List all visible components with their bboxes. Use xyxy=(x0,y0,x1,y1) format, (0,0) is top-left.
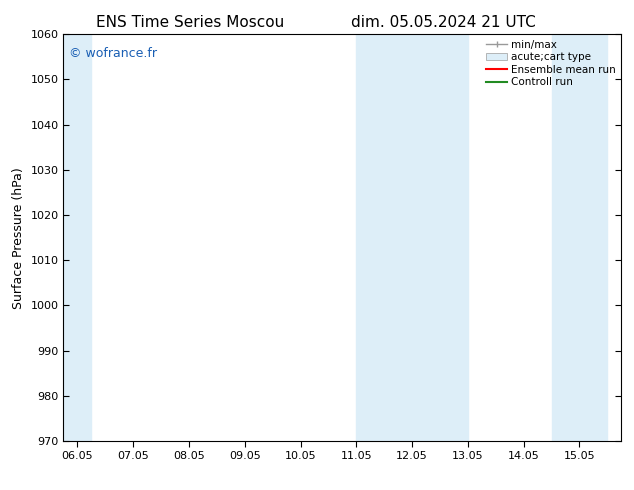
Bar xyxy=(552,34,579,441)
Text: © wofrance.fr: © wofrance.fr xyxy=(69,47,157,59)
Bar xyxy=(579,34,607,441)
Text: dim. 05.05.2024 21 UTC: dim. 05.05.2024 21 UTC xyxy=(351,15,536,30)
Legend: min/max, acute;cart type, Ensemble mean run, Controll run: min/max, acute;cart type, Ensemble mean … xyxy=(484,37,618,89)
Bar xyxy=(63,34,91,441)
Bar xyxy=(356,34,384,441)
Y-axis label: Surface Pressure (hPa): Surface Pressure (hPa) xyxy=(12,167,25,309)
Bar xyxy=(384,34,468,441)
Text: ENS Time Series Moscou: ENS Time Series Moscou xyxy=(96,15,284,30)
